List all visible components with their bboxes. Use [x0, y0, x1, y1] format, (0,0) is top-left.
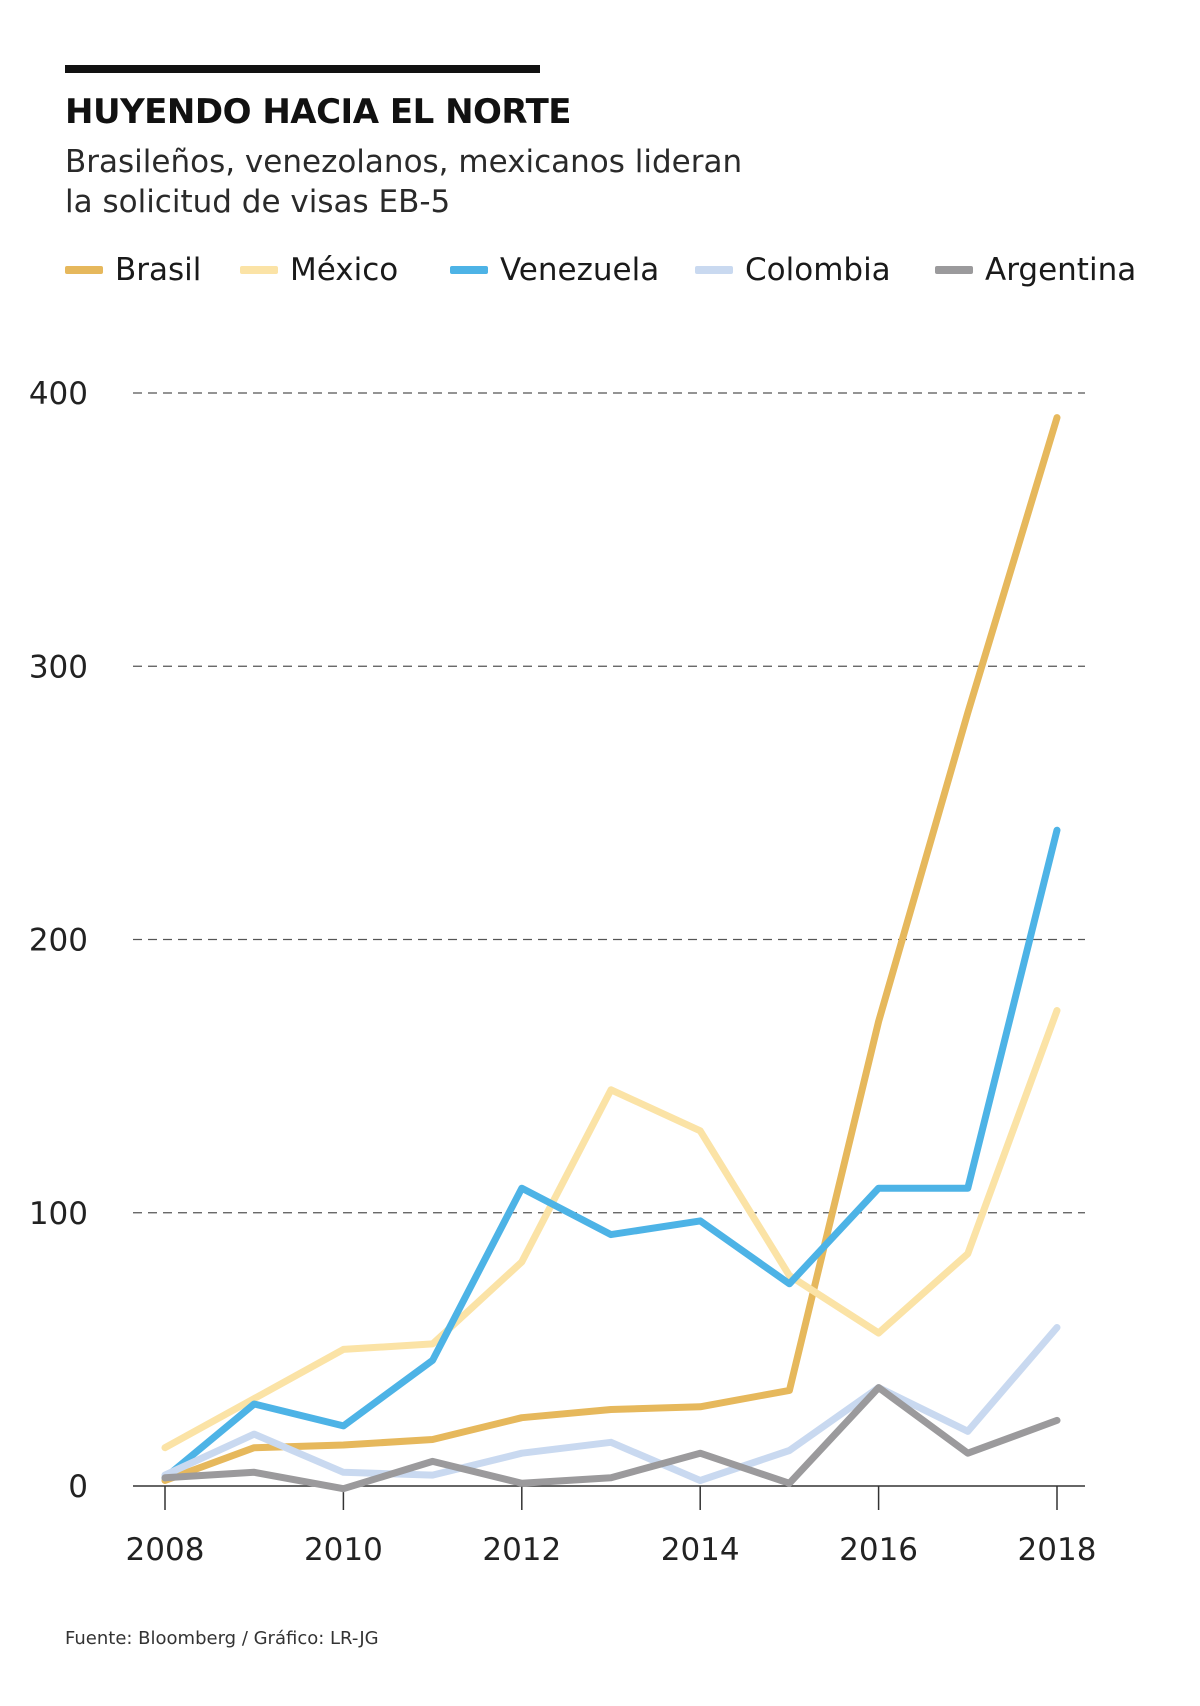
y-tick-label: 100	[29, 1196, 88, 1232]
x-tick-label: 2012	[482, 1532, 561, 1568]
legend-label: Colombia	[745, 252, 891, 288]
legend-swatch	[695, 266, 733, 274]
legend-swatch	[935, 266, 973, 274]
legend-label: Brasil	[115, 252, 202, 288]
subtitle-line-1: Brasileños, venezolanos, mexicanos lider…	[65, 144, 743, 180]
legend-swatch	[65, 266, 103, 274]
source-note: Fuente: Bloomberg / Gráfico: LR-JG	[65, 1628, 379, 1649]
legend-label: Venezuela	[500, 252, 660, 288]
y-tick-label: 400	[29, 376, 88, 412]
x-tick-label: 2014	[661, 1532, 740, 1568]
chart-subtitle: Brasileños, venezolanos, mexicanos lider…	[65, 142, 785, 222]
series-lines	[161, 414, 1061, 1493]
series-line-méxico	[161, 1007, 1061, 1452]
legend-label: México	[290, 252, 399, 288]
legend-item-colombia: Colombia	[695, 250, 891, 290]
series-line-argentina	[161, 1384, 1061, 1493]
legend-swatch	[450, 266, 488, 274]
legend-item-argentina: Argentina	[935, 250, 1136, 290]
y-tick-label: 300	[29, 649, 88, 685]
y-tick-label: 0	[68, 1469, 88, 1505]
series-line-brasil	[161, 414, 1061, 1484]
legend-swatch	[240, 266, 278, 274]
legend-item-brasil: Brasil	[65, 250, 201, 290]
chart-title: HUYENDO HACIA EL NORTE	[65, 92, 572, 132]
series-line-venezuela	[161, 826, 1061, 1482]
subtitle-line-2: la solicitud de visas EB-5	[65, 184, 451, 220]
legend-item-venezuela: Venezuela	[450, 250, 659, 290]
x-tick-label: 2016	[839, 1532, 918, 1568]
series-line-colombia	[161, 1324, 1061, 1484]
legend-label: Argentina	[985, 252, 1137, 288]
x-tick-label: 2008	[126, 1532, 205, 1568]
x-tick-label: 2010	[304, 1532, 383, 1568]
y-tick-label: 200	[29, 923, 88, 959]
legend-item-méxico: México	[240, 250, 398, 290]
x-tick-label: 2018	[1018, 1532, 1097, 1568]
y-gridlines	[133, 392, 1085, 1214]
title-rule	[65, 65, 540, 73]
